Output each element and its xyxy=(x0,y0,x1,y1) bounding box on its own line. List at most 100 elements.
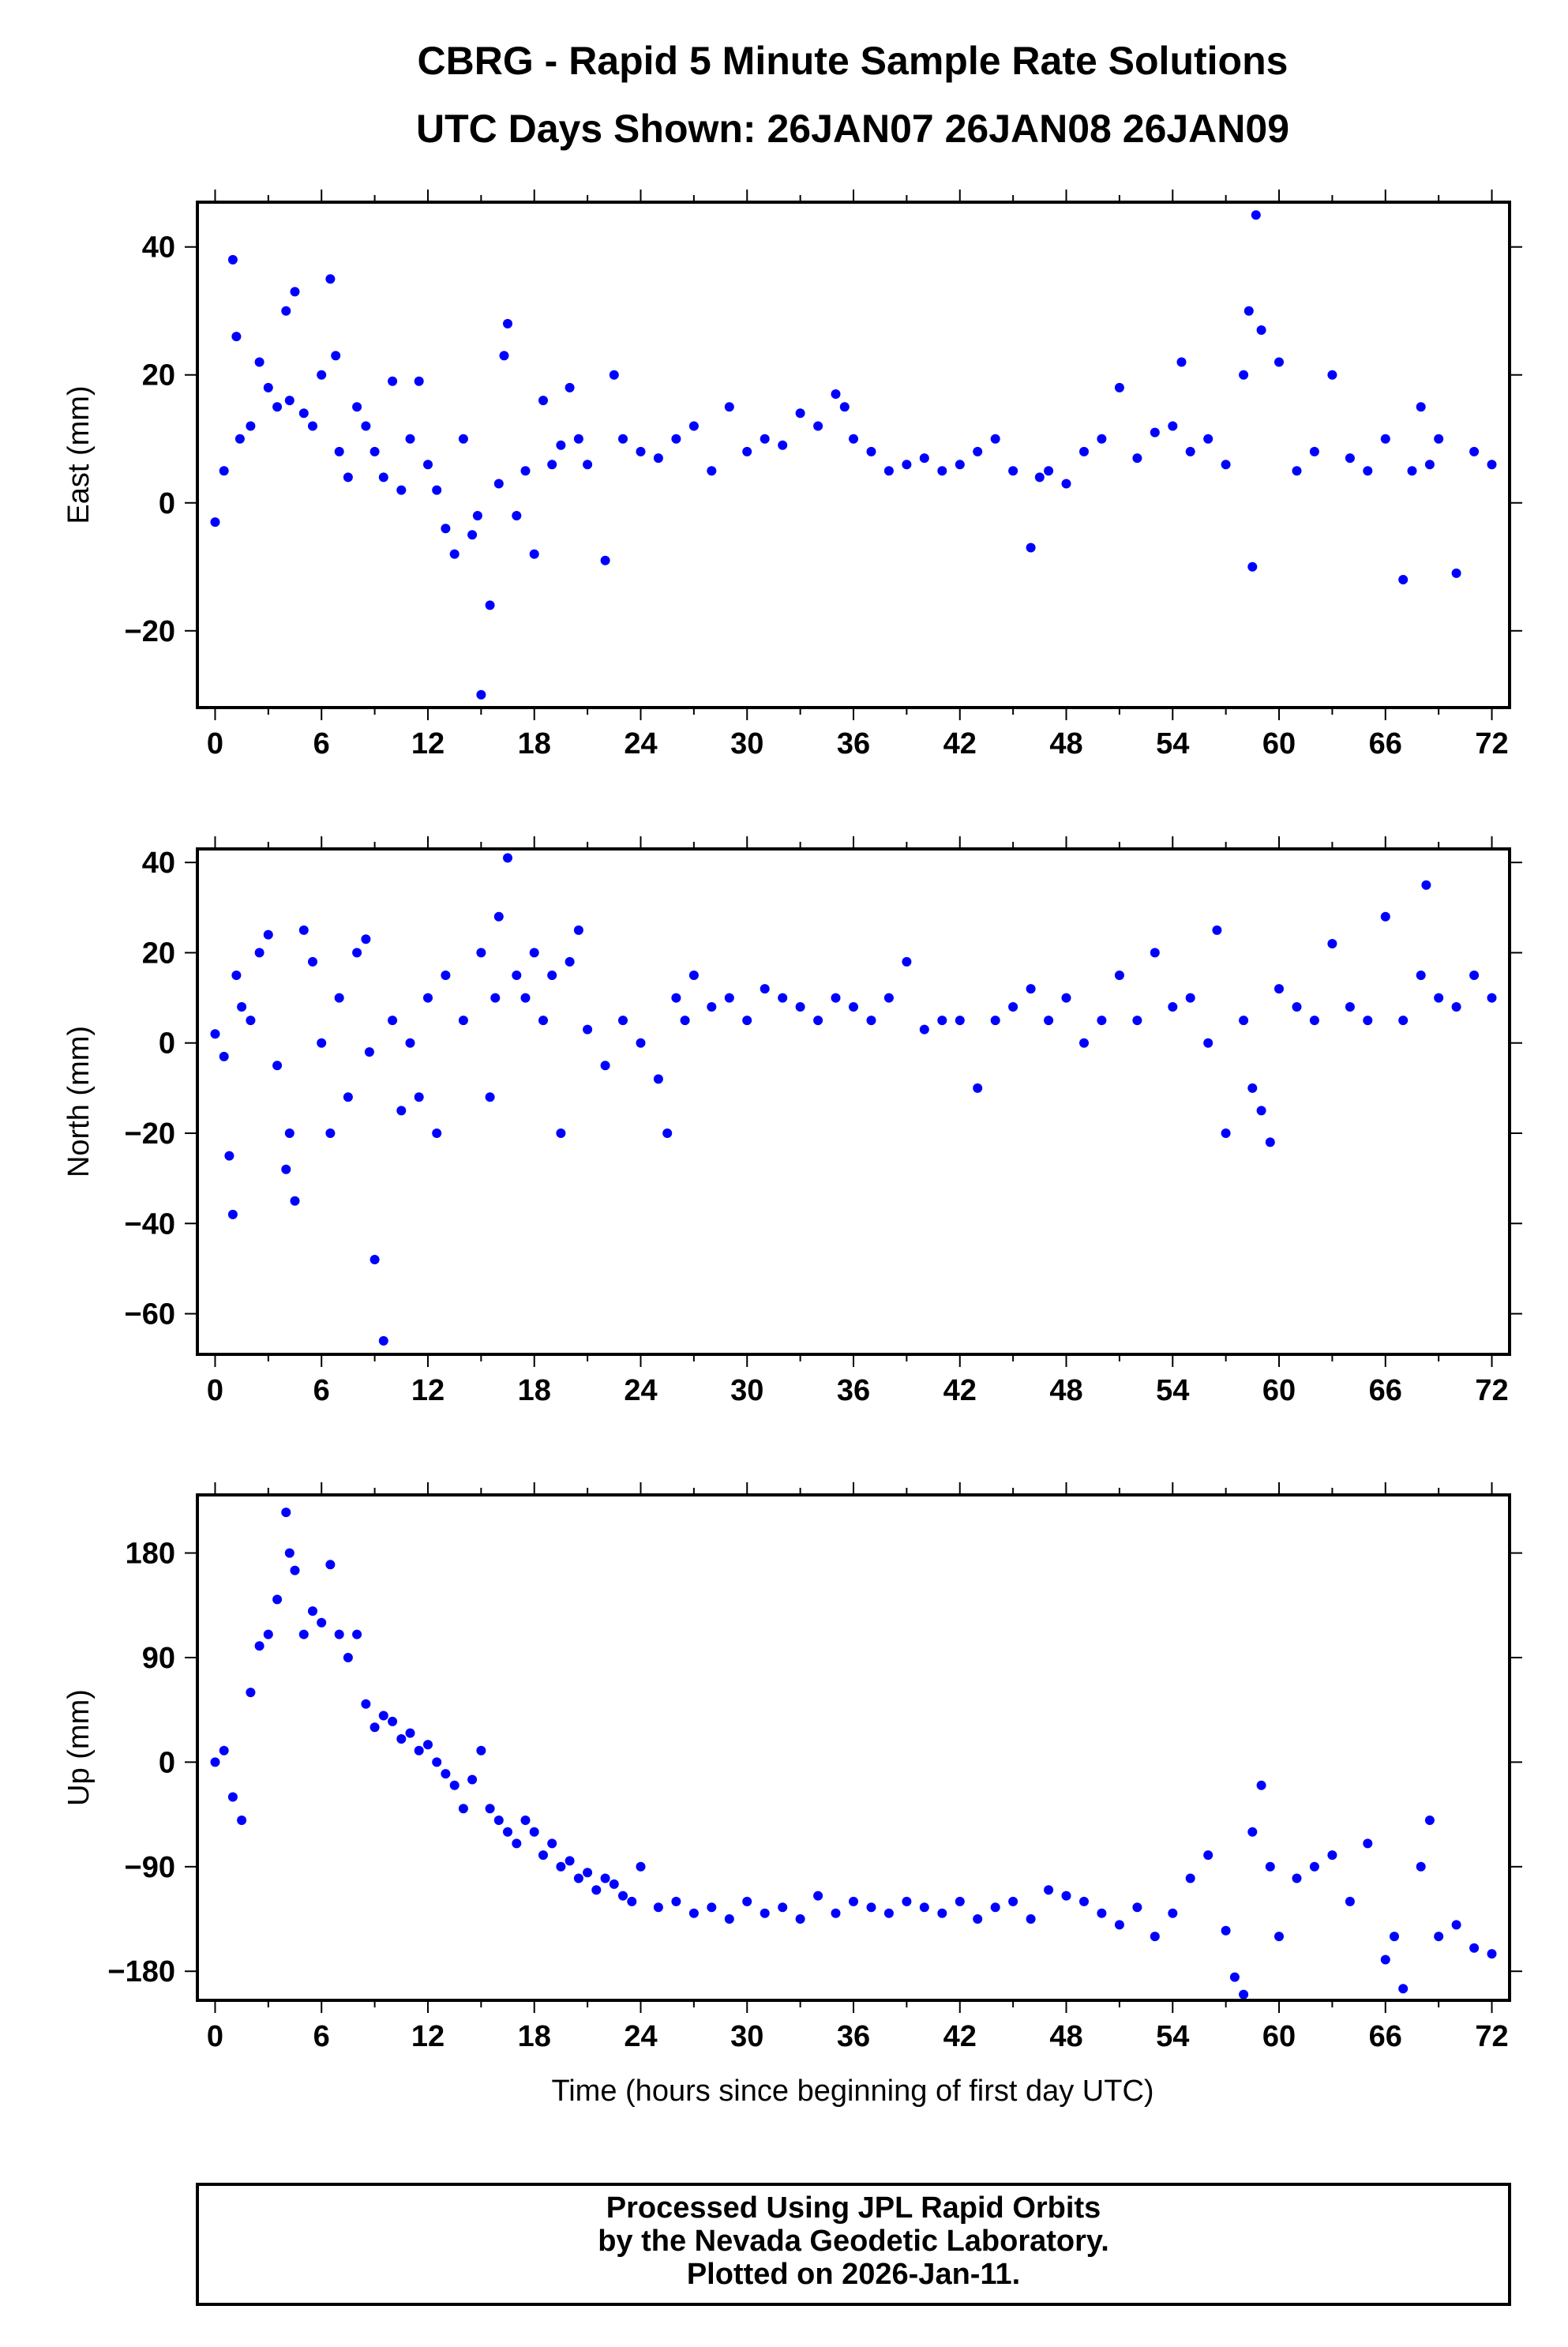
data-point xyxy=(1327,1850,1337,1861)
data-point xyxy=(1416,402,1426,412)
data-point xyxy=(290,287,300,297)
data-point xyxy=(1469,446,1480,456)
data-point xyxy=(361,1699,371,1709)
data-point xyxy=(538,396,548,406)
data-point xyxy=(955,1016,965,1026)
data-point xyxy=(937,466,947,476)
data-point xyxy=(556,440,566,450)
x-tick-label: 60 xyxy=(1262,727,1296,760)
data-point xyxy=(1274,357,1284,367)
data-point xyxy=(1244,306,1254,316)
plot-frame-east xyxy=(196,201,1511,709)
x-axis-label: Time (hours since beginning of first day… xyxy=(551,2075,1153,2108)
data-point xyxy=(1247,1827,1258,1837)
data-point xyxy=(219,1051,229,1061)
data-point xyxy=(902,1896,912,1906)
data-point xyxy=(284,1128,294,1138)
data-point xyxy=(671,993,681,1003)
x-tick-label: 48 xyxy=(1049,727,1082,760)
data-point xyxy=(653,1902,663,1913)
x-tick-label: 36 xyxy=(837,1374,870,1407)
data-point xyxy=(1044,1016,1054,1026)
data-point xyxy=(343,1092,353,1102)
data-point xyxy=(1203,1850,1214,1861)
y-tick-label: 40 xyxy=(142,847,175,880)
data-point xyxy=(237,1816,247,1825)
data-point xyxy=(529,549,539,559)
x-tick-label: 48 xyxy=(1049,2020,1082,2053)
data-point xyxy=(405,1038,415,1048)
data-point xyxy=(591,1885,602,1895)
data-point xyxy=(1451,1920,1461,1930)
data-point xyxy=(1203,1038,1214,1048)
data-point xyxy=(263,382,273,392)
x-tick-label: 12 xyxy=(411,1374,445,1407)
data-point xyxy=(866,446,876,456)
data-point xyxy=(1256,1106,1266,1116)
data-point xyxy=(618,434,628,444)
data-point xyxy=(707,1902,717,1913)
data-point xyxy=(760,1908,770,1918)
data-point xyxy=(671,1896,681,1906)
data-point xyxy=(364,1047,374,1057)
data-point xyxy=(1176,357,1187,367)
data-point xyxy=(388,1716,398,1726)
data-point xyxy=(902,460,912,470)
x-tick-label: 24 xyxy=(624,2020,657,2053)
data-point xyxy=(973,1914,983,1924)
data-point xyxy=(1185,993,1195,1003)
data-point xyxy=(1061,1891,1071,1901)
data-point xyxy=(476,948,486,958)
data-point xyxy=(503,1827,512,1837)
data-point xyxy=(467,530,478,540)
data-point xyxy=(1185,1873,1195,1883)
data-point xyxy=(281,1508,291,1518)
data-point xyxy=(1416,971,1426,980)
data-point xyxy=(388,376,398,386)
data-point xyxy=(653,1074,663,1084)
data-point xyxy=(1097,1908,1107,1918)
y-tick-label: 20 xyxy=(142,359,175,392)
data-point xyxy=(493,1816,504,1825)
data-point xyxy=(573,1873,583,1883)
data-point xyxy=(778,440,788,450)
data-point xyxy=(441,1769,451,1779)
data-point xyxy=(724,402,734,412)
data-point xyxy=(423,1740,433,1750)
data-point xyxy=(472,511,482,520)
data-point xyxy=(883,1908,894,1918)
data-point xyxy=(290,1196,300,1206)
data-point xyxy=(609,370,619,380)
data-point xyxy=(1327,939,1337,948)
data-point xyxy=(1380,434,1390,444)
data-point xyxy=(1185,446,1195,456)
data-point xyxy=(281,306,291,316)
data-point xyxy=(1061,993,1071,1003)
data-point xyxy=(1132,453,1142,464)
x-tick-label: 36 xyxy=(837,2020,870,2053)
data-point xyxy=(224,1151,234,1161)
data-point xyxy=(1026,984,1036,994)
data-point xyxy=(493,911,504,922)
data-point xyxy=(325,1128,336,1138)
data-point xyxy=(760,434,770,444)
data-point xyxy=(1026,543,1036,553)
data-point xyxy=(458,1804,468,1814)
data-point xyxy=(378,472,388,483)
data-point xyxy=(1469,1943,1480,1953)
data-point xyxy=(618,1016,628,1026)
data-point xyxy=(234,434,245,444)
data-point xyxy=(1451,1002,1461,1012)
data-point xyxy=(1114,971,1124,980)
footer-box xyxy=(196,2183,1511,2306)
data-point xyxy=(1309,446,1319,456)
data-point xyxy=(227,1209,238,1219)
data-point xyxy=(317,1617,327,1628)
x-tick-label: 54 xyxy=(1156,1374,1189,1407)
footer-line3: Plotted on 2026-Jan-11. xyxy=(687,2258,1020,2291)
footer-line1: Processed Using JPL Rapid Orbits xyxy=(606,2191,1101,2225)
data-point xyxy=(317,1038,327,1048)
data-point xyxy=(973,446,983,456)
x-tick-label: 6 xyxy=(313,727,330,760)
data-point xyxy=(334,446,344,456)
